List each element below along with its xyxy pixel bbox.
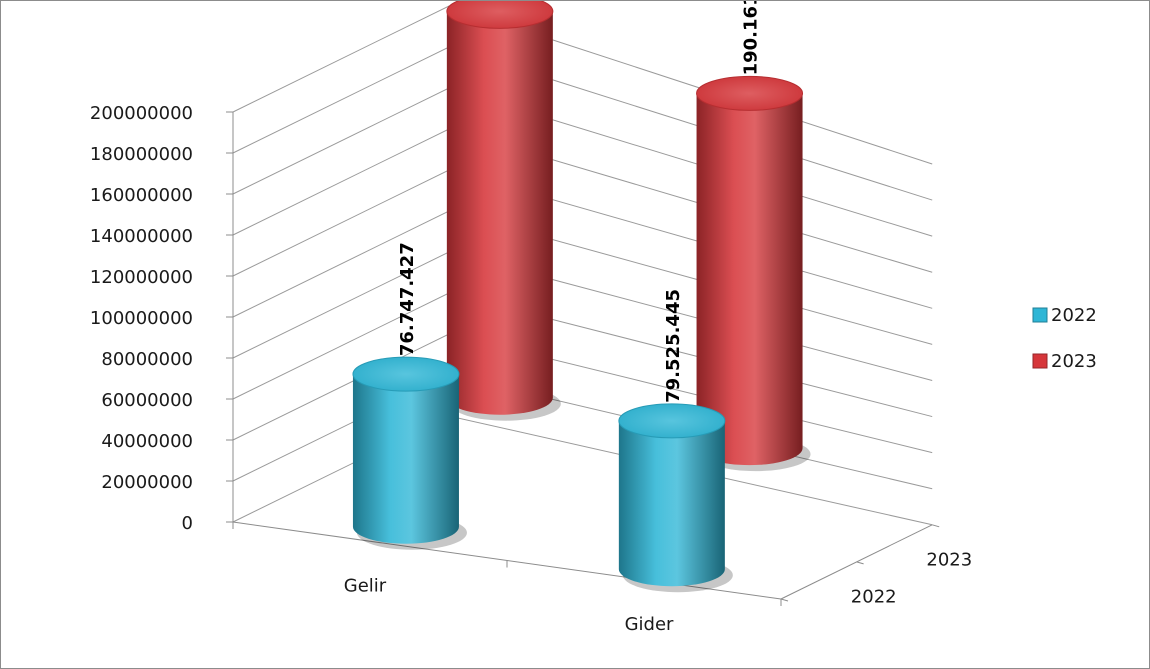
gridline xyxy=(232,210,933,345)
bar-top xyxy=(446,1,554,29)
bar: 76.747.427 xyxy=(352,242,467,550)
depth-label: 2022 xyxy=(851,586,897,607)
gridline xyxy=(232,374,933,490)
legend-swatch xyxy=(1032,307,1048,323)
gridline xyxy=(232,46,933,201)
y-tick-label: 60000000 xyxy=(101,390,193,411)
y-tick-label: 40000000 xyxy=(101,431,193,452)
y-tick-label: 0 xyxy=(182,513,193,534)
bar-top xyxy=(352,356,460,392)
y-tick-label: 140000000 xyxy=(90,226,193,247)
bar-top xyxy=(618,403,726,439)
bar: 79.525.445 xyxy=(618,289,733,593)
y-tick-label: 120000000 xyxy=(90,267,193,288)
axes xyxy=(226,111,940,606)
depth-label: 2023 xyxy=(926,549,972,570)
y-tick-label: 200000000 xyxy=(90,103,193,124)
bar: 194.301.517 xyxy=(446,1,561,421)
depth-labels: 2022 2023 xyxy=(851,549,972,607)
cylinders: 194.301.517 190.161.020 76.747.427 79.525.4… xyxy=(352,1,811,593)
legend-label: 2022 xyxy=(1051,305,1097,326)
bar-body xyxy=(696,93,803,466)
bar-body xyxy=(352,374,459,544)
gridline xyxy=(232,5,933,165)
depth-tick-mark xyxy=(932,524,940,528)
gridline xyxy=(232,292,933,418)
data-label: 76.747.427 xyxy=(397,242,418,356)
legend-swatch xyxy=(1032,353,1048,369)
bar: 190.161.020 xyxy=(696,1,811,472)
legend: 2022 2023 xyxy=(1032,305,1097,372)
gridline xyxy=(232,87,933,237)
y-tick-label: 180000000 xyxy=(90,144,193,165)
legend-item: 2023 xyxy=(1032,351,1097,372)
data-label: 190.161.020 xyxy=(741,1,762,75)
y-tick-label: 160000000 xyxy=(90,185,193,206)
gridline xyxy=(232,128,933,273)
bar-body xyxy=(618,420,725,587)
y-tick-label: 20000000 xyxy=(101,472,193,493)
gridline xyxy=(232,415,933,526)
category-label: Gider xyxy=(625,614,674,635)
gridlines xyxy=(232,5,933,526)
y-tick-label: 80000000 xyxy=(101,349,193,370)
category-labels: Gelir Gider xyxy=(344,575,674,635)
y-tick-label: 100000000 xyxy=(90,308,193,329)
depth-tick-mark xyxy=(856,561,864,565)
legend-label: 2023 xyxy=(1051,351,1097,372)
legend-item: 2022 xyxy=(1032,305,1097,326)
depth-tick-mark xyxy=(780,598,789,602)
y-tick-labels: 0 20000000 40000000 60000000 80000000 1000000… xyxy=(90,103,193,534)
gridline xyxy=(232,251,933,381)
gridline xyxy=(232,333,933,454)
bar-body xyxy=(446,11,553,415)
category-label: Gelir xyxy=(344,575,387,596)
bar-top xyxy=(696,75,804,111)
data-label: 79.525.445 xyxy=(663,289,684,403)
